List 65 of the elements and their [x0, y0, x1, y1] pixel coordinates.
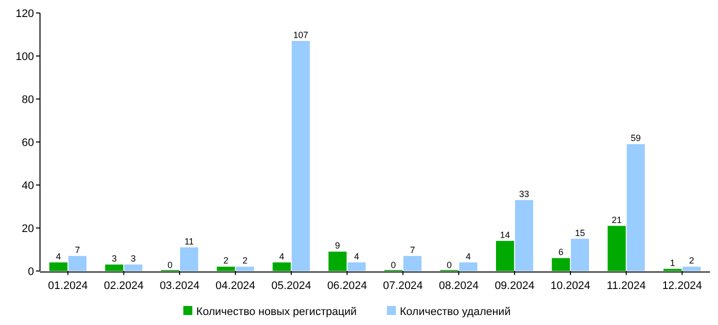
x-tick-label: 12.2024 [662, 280, 702, 292]
data-label: 14 [500, 230, 510, 240]
data-label: 2 [223, 256, 228, 266]
bar [608, 226, 626, 271]
x-tick-label: 02.2024 [104, 280, 144, 292]
bar [292, 40, 310, 271]
data-label: 4 [279, 251, 284, 262]
x-tick-label: 06.2024 [327, 280, 367, 292]
x-tick-label: 09.2024 [494, 280, 534, 292]
bar [180, 247, 198, 271]
bar [328, 252, 347, 271]
x-tick-label: 11.2024 [606, 280, 646, 292]
data-label: 107 [293, 30, 308, 40]
data-label: 11 [184, 236, 194, 246]
bar [552, 258, 570, 271]
x-tick-label: 01.2024 [48, 280, 88, 292]
bar [124, 264, 142, 271]
y-tick-label: 60 [22, 136, 34, 149]
bar [682, 266, 701, 271]
bar [459, 262, 478, 271]
data-label: 4 [466, 251, 471, 262]
x-tick-label: 03.2024 [160, 280, 200, 292]
data-label: 21 [612, 214, 622, 225]
data-label: 7 [74, 244, 80, 255]
data-label: 4 [354, 251, 360, 262]
y-tick-label: 20 [22, 222, 34, 235]
x-tick-label: 07.2024 [383, 280, 423, 292]
data-label: 3 [130, 254, 136, 264]
data-label: 9 [335, 240, 340, 251]
data-label: 7 [410, 244, 415, 255]
bar [403, 256, 422, 271]
legend-label: Количество новых регистраций [196, 306, 357, 318]
data-label: 33 [519, 189, 530, 200]
data-label: 15 [574, 228, 585, 238]
bar [236, 266, 254, 271]
x-tick-label: 05.2024 [271, 280, 312, 292]
bar [348, 262, 366, 271]
data-label: 6 [558, 247, 564, 258]
bar [570, 238, 590, 271]
data-label: 0 [390, 260, 396, 270]
data-label: 3 [112, 254, 117, 264]
x-tick-label: 10.2024 [550, 280, 590, 292]
data-label: 2 [689, 256, 694, 266]
data-label: 0 [168, 260, 173, 270]
y-tick-label: 100 [16, 50, 34, 63]
bar [105, 264, 124, 271]
bar [272, 262, 291, 271]
bar [626, 144, 645, 271]
bar [49, 262, 68, 271]
bar [496, 240, 514, 271]
bar [68, 256, 87, 271]
bar [515, 200, 534, 271]
x-tick-label: 04.2024 [216, 280, 256, 292]
y-tick-label: 0 [28, 266, 34, 278]
y-tick-label: 80 [22, 94, 34, 106]
y-tick-label: 40 [22, 180, 34, 192]
bar [216, 266, 235, 271]
data-label: 59 [630, 133, 641, 144]
legend-label: Количество удалений [400, 306, 511, 318]
data-label: 0 [446, 260, 452, 270]
data-label: 1 [670, 258, 676, 268]
data-label: 2 [242, 256, 248, 266]
y-tick-label: 120 [16, 8, 34, 20]
x-tick-label: 08.2024 [438, 280, 479, 292]
data-label: 4 [56, 251, 61, 262]
